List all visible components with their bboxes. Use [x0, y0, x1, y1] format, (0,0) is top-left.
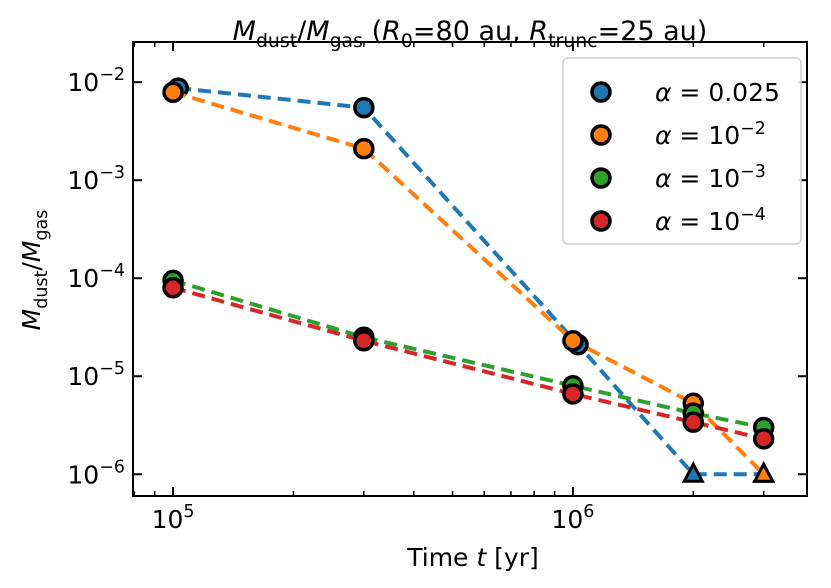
- marker: [590, 167, 612, 189]
- text-part: α: [655, 121, 672, 150]
- marker: [590, 124, 612, 146]
- marker: [353, 330, 375, 352]
- text-part: R: [529, 16, 548, 47]
- text-part: dust: [32, 270, 52, 308]
- marker: [353, 137, 375, 160]
- text-part: α: [655, 78, 672, 107]
- tick-label: 106: [551, 502, 594, 534]
- text-part: = 10: [671, 121, 740, 150]
- chart-title: Mdust/Mgas (R0=80 au, Rtrunc=25 au): [233, 16, 708, 52]
- legend-box: [562, 57, 802, 245]
- marker: [562, 330, 584, 352]
- tick-label: 10−2: [67, 65, 125, 97]
- marker: [353, 96, 375, 119]
- text-part: gas: [32, 210, 52, 241]
- text-part: R: [382, 16, 401, 47]
- marker: [682, 411, 705, 433]
- text-part: /: [297, 16, 307, 47]
- text-part: t: [476, 543, 487, 572]
- tick-exp: 5: [183, 502, 194, 522]
- tick-exp: −2: [99, 65, 125, 85]
- text-part: M: [233, 16, 256, 47]
- tick-label: 10−6: [67, 457, 125, 489]
- series-line: [172, 285, 765, 441]
- tick-base: 10: [67, 460, 99, 489]
- text-part: M: [306, 16, 329, 47]
- tick-base: 10: [67, 68, 99, 97]
- marker-triangle: [681, 461, 705, 483]
- text-part: [yr]: [486, 543, 539, 572]
- text-part: M: [17, 309, 46, 331]
- marker: [752, 428, 775, 450]
- marker-triangle: [752, 461, 776, 483]
- series-line: [172, 278, 765, 430]
- marker: [562, 383, 584, 405]
- tick-label: 10−5: [67, 359, 125, 391]
- text-part: M: [17, 241, 46, 263]
- tick-label: 10−4: [67, 261, 125, 293]
- text-part: −3: [740, 162, 766, 182]
- text-part: = 10: [671, 207, 740, 236]
- tick-base: 10: [67, 264, 99, 293]
- text-part: (: [363, 16, 382, 47]
- tick-base: 10: [551, 505, 583, 534]
- text-part: α: [655, 164, 672, 193]
- legend-label: α = 10−4: [655, 205, 766, 236]
- legend-label: α = 10−3: [655, 162, 766, 193]
- marker: [590, 210, 612, 232]
- text-part: −4: [740, 205, 766, 225]
- tick-exp: −4: [99, 261, 125, 281]
- tick-exp: −5: [99, 359, 125, 379]
- tick-exp: −3: [99, 163, 125, 183]
- x-axis-label: Time t [yr]: [406, 543, 538, 572]
- legend-label: α = 0.025: [655, 78, 780, 107]
- text-part: = 0.025: [671, 78, 779, 107]
- text-part: α: [655, 207, 672, 236]
- tick-base: 10: [67, 166, 99, 195]
- text-part: −2: [740, 119, 766, 139]
- text-part: Time: [406, 543, 476, 572]
- tick-base: 10: [152, 505, 184, 534]
- tick-exp: −6: [99, 457, 125, 477]
- plot-frame: [132, 41, 808, 497]
- legend-label: α = 10−2: [655, 119, 766, 150]
- text-part: /: [17, 262, 46, 271]
- y-axis-label: Mdust/Mgas: [17, 210, 52, 331]
- marker: [590, 81, 612, 103]
- marker: [162, 276, 184, 299]
- tick-base: 10: [67, 362, 99, 391]
- text-part: = 10: [671, 164, 740, 193]
- tick-label: 10−3: [67, 163, 125, 195]
- tick-exp: 6: [583, 502, 594, 522]
- tick-label: 105: [152, 502, 195, 534]
- marker: [162, 81, 184, 103]
